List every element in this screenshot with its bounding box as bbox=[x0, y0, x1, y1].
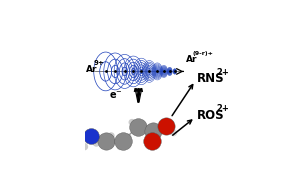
Point bbox=[130, 121, 134, 124]
Point bbox=[104, 139, 109, 142]
Point bbox=[126, 136, 130, 139]
Text: Ar: Ar bbox=[86, 65, 98, 74]
Point bbox=[135, 125, 140, 128]
Text: (9-r)+: (9-r)+ bbox=[192, 51, 213, 56]
Text: 9+: 9+ bbox=[94, 60, 105, 66]
Point bbox=[163, 125, 168, 128]
Point bbox=[149, 139, 154, 142]
Point bbox=[118, 145, 122, 148]
Text: e$^{-}$: e$^{-}$ bbox=[109, 90, 123, 101]
Point bbox=[171, 131, 176, 134]
Point bbox=[89, 134, 94, 137]
Point bbox=[134, 130, 138, 133]
Point bbox=[78, 136, 83, 139]
Text: ROS: ROS bbox=[196, 109, 224, 122]
Point bbox=[101, 143, 106, 146]
Text: Ar: Ar bbox=[186, 55, 197, 64]
Point bbox=[150, 129, 155, 132]
Point bbox=[109, 134, 114, 137]
Point bbox=[121, 139, 126, 142]
Point bbox=[82, 145, 87, 148]
Point bbox=[94, 142, 99, 145]
Text: 2+: 2+ bbox=[216, 104, 229, 113]
Text: 2+: 2+ bbox=[216, 68, 229, 77]
Text: RNS: RNS bbox=[196, 72, 224, 85]
